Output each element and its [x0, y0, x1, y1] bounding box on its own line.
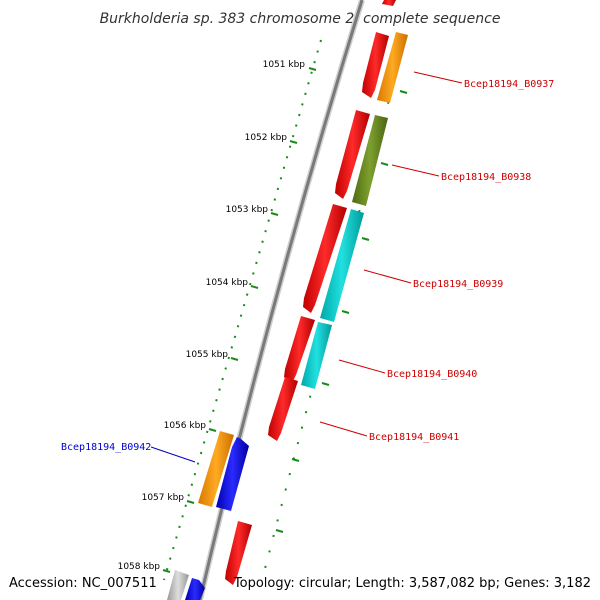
scale-label: 1054 kbp [206, 278, 249, 288]
gene-red-5[interactable] [268, 377, 298, 441]
label-leaders [150, 71, 463, 463]
scale-label: 1057 kbp [142, 493, 185, 503]
gene-label-b0940[interactable]: Bcep18194_B0940 [387, 369, 477, 380]
gene-label-b0938[interactable]: Bcep18194_B0938 [441, 172, 531, 183]
forward-strand-genes [301, 32, 408, 389]
reverse-strand-genes [167, 0, 396, 600]
accession-text: Accession: NC_007511 [9, 576, 157, 591]
gene-label-b0941[interactable]: Bcep18194_B0941 [369, 432, 459, 443]
topology-summary: Topology: circular; Length: 3,587,082 bp… [233, 576, 591, 591]
gene-grey[interactable] [167, 570, 189, 600]
gene-olive[interactable] [352, 115, 388, 206]
gene-label-b0937[interactable]: Bcep18194_B0937 [464, 79, 554, 90]
scale-label: 1051 kbp [263, 60, 306, 70]
gene-red-0[interactable] [382, 0, 396, 6]
scale-label: 1056 kbp [164, 421, 207, 431]
gene-red-2[interactable] [335, 110, 370, 199]
gene-cyan-1[interactable] [320, 209, 364, 322]
footer: Accession: NC_007511 Topology: circular;… [9, 576, 591, 591]
scale-ticks [162, 67, 317, 573]
scale-labels: 1051 kbp 1052 kbp 1053 kbp 1054 kbp 1055… [118, 60, 306, 572]
gene-red-1[interactable] [362, 32, 389, 98]
gene-labels: Bcep18194_B0937 Bcep18194_B0938 Bcep1819… [61, 79, 554, 453]
gene-red-4[interactable] [284, 316, 315, 383]
gene-red-6[interactable] [225, 521, 252, 585]
gene-label-b0939[interactable]: Bcep18194_B0939 [413, 279, 503, 290]
gene-blue-2[interactable] [185, 578, 205, 600]
scale-label: 1052 kbp [245, 133, 288, 143]
chromosome-backbone [197, 0, 365, 600]
inner-dotted-track [163, 39, 322, 581]
scale-label: 1058 kbp [118, 562, 161, 572]
gene-red-3[interactable] [303, 204, 347, 313]
scale-label: 1055 kbp [186, 350, 229, 360]
map-title: Burkholderia sp. 383 chromosome 2, compl… [100, 11, 501, 27]
gene-orange-1[interactable] [377, 32, 408, 103]
gene-blue-1[interactable] [216, 437, 249, 511]
gene-cyan-2[interactable] [301, 322, 332, 389]
scale-label: 1053 kbp [226, 205, 269, 215]
outer-ticks [275, 90, 408, 533]
gene-orange-2[interactable] [198, 431, 234, 507]
gene-label-b0942[interactable]: Bcep18194_B0942 [61, 442, 151, 453]
